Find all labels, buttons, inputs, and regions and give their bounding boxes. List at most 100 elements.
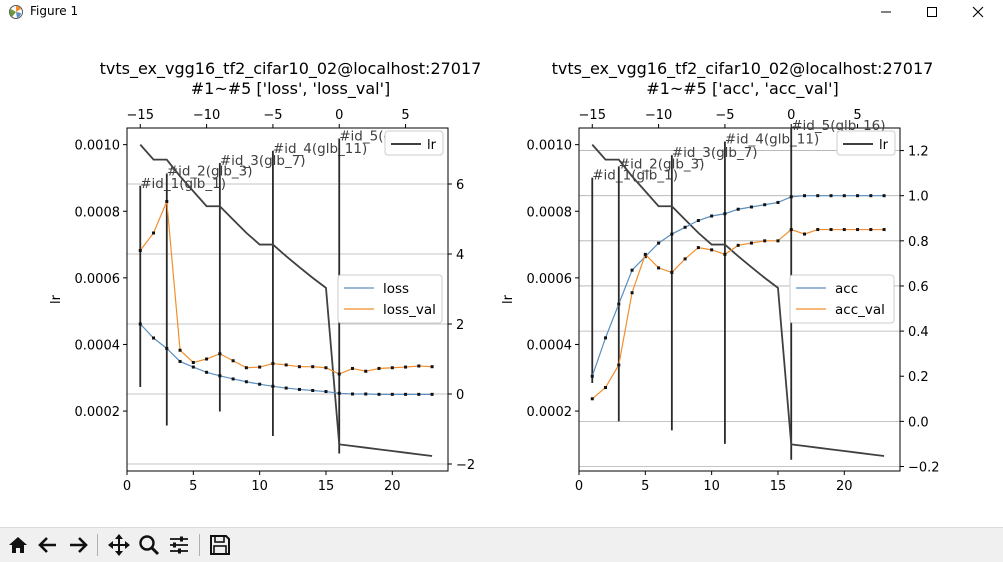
top-x-tick-label: −15 (579, 108, 606, 123)
axes-frame (578, 127, 901, 472)
save-button[interactable] (207, 532, 233, 558)
y-tick-label: 0.0004 (75, 338, 121, 353)
x-tick-label: 10 (251, 479, 268, 494)
acc-point (829, 194, 833, 198)
y2-tick-label: 0.0 (908, 415, 929, 430)
lr-legend: lr (836, 130, 896, 156)
y2-tick-label: −2 (456, 458, 475, 473)
id-marker-label: #id_2(glb_3) (167, 164, 253, 180)
y2-tick-label: 0.6 (908, 280, 929, 295)
configure-subplots-button[interactable] (166, 532, 192, 558)
loss-point (390, 392, 394, 396)
loss-point (297, 387, 301, 391)
x-tick-label: 5 (189, 479, 197, 494)
loss_val-point (152, 231, 156, 235)
x-tick-label: 20 (836, 479, 853, 494)
matplotlib-logo-icon (9, 5, 23, 19)
chart-title: tvts_ex_vgg16_tf2_cifar10_02@localhost:2… (100, 59, 482, 79)
lr-line (591, 144, 885, 457)
window-title: Figure 1 (30, 4, 79, 18)
acc_val-point (710, 248, 714, 252)
legend-label: lr (427, 138, 437, 153)
loss-point (324, 390, 328, 394)
forward-button[interactable] (65, 532, 91, 558)
loss_val-point (218, 352, 222, 356)
minimize-icon (881, 11, 891, 13)
acc_val-point (670, 270, 674, 274)
toolbar-separator (199, 534, 200, 556)
back-button[interactable] (35, 532, 61, 558)
acc_val-point (802, 232, 806, 236)
x-tick-label: 0 (123, 479, 131, 494)
y-tick-label: 0.0008 (75, 205, 121, 220)
loss-line (139, 323, 433, 395)
series-legend: acc acc_val (789, 274, 895, 324)
y-axis-label: lr (49, 294, 64, 304)
loss-point (284, 386, 288, 390)
window-titlebar: Figure 1 (0, 0, 1003, 24)
top-x-tick-label: 5 (401, 108, 409, 123)
axes-frame (126, 127, 449, 472)
acc_val-point (776, 239, 780, 243)
acc-point (802, 194, 806, 198)
legend-label: acc (835, 281, 858, 297)
home-button[interactable] (5, 532, 31, 558)
acc-point (763, 203, 767, 207)
x-tick-label: 15 (770, 479, 787, 494)
y-tick-label: 0.0006 (527, 272, 573, 287)
acc-point (630, 268, 634, 272)
configure-subplots-icon (170, 536, 188, 554)
loss-point (191, 365, 195, 369)
acc_val-point (856, 228, 860, 232)
loss-point (364, 392, 368, 396)
y-tick-label: 0.0010 (75, 139, 121, 154)
acc-point (842, 194, 846, 198)
id-marker-label: #id_3(glb_7) (672, 145, 758, 161)
series-legend: loss loss_val (337, 274, 443, 324)
close-icon (972, 6, 984, 18)
loss_val-point (271, 362, 275, 366)
loss-point (311, 389, 315, 392)
loss_val-point (258, 365, 262, 369)
y2-tick-label: 0.2 (908, 370, 929, 385)
loss-point (231, 377, 235, 381)
loss_val-point (165, 200, 169, 203)
minimize-button[interactable] (863, 0, 909, 24)
maximize-button[interactable] (909, 0, 955, 24)
acc_val-point (882, 228, 886, 232)
x-tick-label: 5 (641, 479, 649, 494)
chart-title: tvts_ex_vgg16_tf2_cifar10_02@localhost:2… (552, 59, 934, 79)
acc_val-point (816, 228, 820, 232)
lr-legend: lr (384, 130, 444, 156)
top-x-tick-label: −5 (715, 108, 734, 123)
loss-point (165, 347, 169, 350)
acc_val-point (789, 228, 793, 232)
maximize-icon (927, 7, 937, 17)
loss-point (271, 384, 275, 388)
loss-point (138, 322, 142, 326)
chart-panel-1: tvts_ex_vgg16_tf2_cifar10_02@localhost:2… (49, 59, 481, 494)
acc-point (617, 302, 621, 306)
chart-subtitle: #1~#5 ['acc', 'acc_val'] (646, 79, 838, 99)
y2-tick-label: 0.4 (908, 325, 929, 340)
loss-point (244, 380, 248, 384)
close-button[interactable] (955, 0, 1001, 24)
pan-button[interactable] (106, 532, 132, 558)
acc-point (882, 194, 886, 198)
loss_val-point (377, 366, 381, 370)
y2-tick-label: 4 (456, 248, 464, 263)
loss_val-point (404, 365, 408, 369)
zoom-button[interactable] (136, 532, 162, 558)
acc_val-point (763, 239, 767, 243)
loss_val-point (337, 372, 341, 376)
acc_val-point (749, 241, 753, 245)
loss-point (178, 359, 182, 363)
top-x-tick-label: 0 (787, 108, 795, 123)
id-marker-label: #id_5(glb_16) (791, 118, 885, 134)
home-icon (9, 537, 27, 553)
top-x-tick-label: −10 (645, 108, 672, 123)
top-x-tick-label: −10 (193, 108, 220, 123)
y2-tick-label: 6 (456, 178, 464, 193)
loss-point (377, 392, 381, 396)
acc_val-point (842, 228, 846, 232)
